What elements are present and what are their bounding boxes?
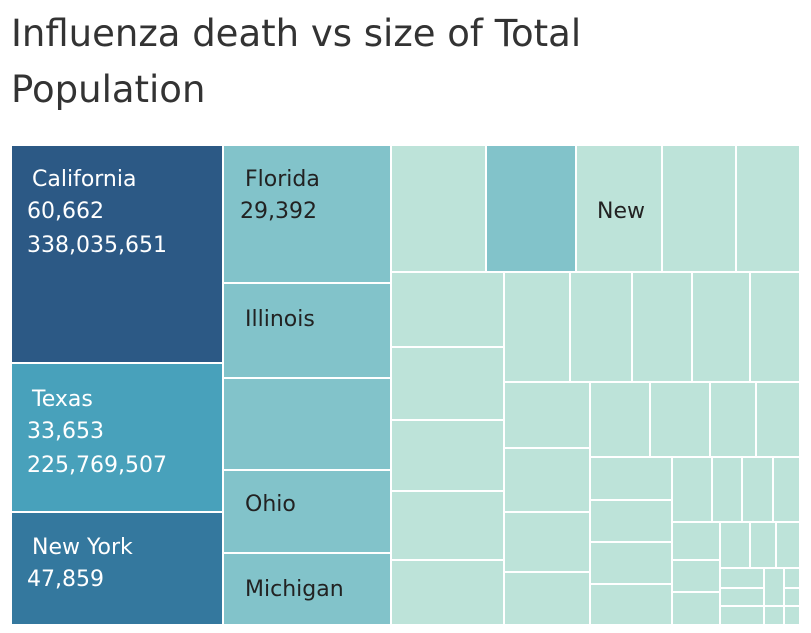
treemap-tile[interactable] bbox=[485, 144, 577, 273]
treemap-tile-michigan[interactable] bbox=[222, 552, 392, 626]
tile-label-state: Michigan bbox=[245, 577, 344, 602]
treemap-tile[interactable] bbox=[589, 499, 673, 543]
treemap-tile[interactable] bbox=[390, 559, 505, 626]
treemap-tile[interactable] bbox=[503, 571, 591, 626]
treemap-tile[interactable] bbox=[631, 271, 693, 383]
tile-label-state: Ohio bbox=[245, 492, 296, 517]
tile-label-state: California bbox=[32, 167, 136, 192]
treemap-tile[interactable] bbox=[671, 559, 721, 593]
chart-title: Influenza death vs size of Total Populat… bbox=[11, 12, 582, 111]
treemap-tile[interactable] bbox=[783, 605, 801, 626]
tile-label-deaths: 60,662 bbox=[27, 199, 104, 224]
treemap-tile[interactable] bbox=[783, 567, 801, 589]
tile-label-state: Florida bbox=[245, 167, 320, 192]
treemap-tile[interactable] bbox=[390, 144, 487, 273]
tile-label-deaths: 47,859 bbox=[27, 567, 104, 592]
treemap-tile[interactable] bbox=[661, 144, 737, 273]
treemap-tile[interactable] bbox=[390, 346, 505, 421]
treemap-tile[interactable] bbox=[390, 490, 505, 561]
treemap-tile[interactable] bbox=[711, 456, 743, 523]
treemap-tile-ohio[interactable] bbox=[222, 469, 392, 554]
treemap-tile[interactable] bbox=[503, 381, 591, 449]
treemap-tile[interactable] bbox=[671, 456, 713, 523]
tile-label-state: Illinois bbox=[245, 307, 315, 332]
tile-label-deaths: 29,392 bbox=[240, 199, 317, 224]
treemap-tile[interactable] bbox=[749, 521, 777, 569]
tile-label-deaths: 33,653 bbox=[27, 419, 104, 444]
treemap-tile[interactable] bbox=[569, 271, 633, 383]
treemap-tile[interactable] bbox=[741, 456, 774, 523]
treemap-tile[interactable] bbox=[390, 271, 505, 348]
treemap-tile[interactable] bbox=[783, 587, 801, 607]
treemap-tile[interactable] bbox=[589, 541, 673, 585]
treemap-tile[interactable] bbox=[775, 521, 801, 569]
treemap-tile[interactable] bbox=[735, 144, 801, 273]
treemap-tile[interactable] bbox=[390, 419, 505, 492]
treemap-tile[interactable] bbox=[671, 521, 721, 561]
treemap-tile[interactable] bbox=[589, 583, 673, 626]
treemap-tile[interactable] bbox=[691, 271, 751, 383]
treemap-tile[interactable] bbox=[503, 511, 591, 573]
tile-label-state: Texas bbox=[31, 387, 93, 412]
tile-label-population: 225,769,507 bbox=[27, 453, 167, 478]
treemap-tile[interactable] bbox=[589, 456, 673, 501]
treemap-tile[interactable] bbox=[763, 567, 785, 607]
treemap-tile-illinois[interactable] bbox=[222, 282, 392, 379]
treemap-tile[interactable] bbox=[719, 567, 765, 589]
treemap-tile[interactable] bbox=[755, 381, 801, 458]
treemap-tile[interactable] bbox=[709, 381, 757, 458]
treemap-tile[interactable] bbox=[719, 587, 765, 607]
treemap-tile[interactable] bbox=[772, 456, 801, 523]
treemap-tile[interactable] bbox=[719, 605, 765, 626]
tile-label-state: New York bbox=[32, 535, 133, 560]
tile-label-state: New bbox=[597, 199, 645, 224]
treemap-tile[interactable] bbox=[763, 605, 785, 626]
treemap-tile[interactable] bbox=[719, 521, 751, 569]
tile-label-population: 338,035,651 bbox=[27, 233, 167, 258]
treemap-tile-new[interactable] bbox=[575, 144, 663, 273]
treemap-tile[interactable] bbox=[503, 447, 591, 513]
treemap-tile-florida[interactable] bbox=[222, 144, 392, 284]
treemap-tile[interactable] bbox=[222, 377, 392, 471]
treemap-tile[interactable] bbox=[649, 381, 711, 458]
treemap-tile[interactable] bbox=[503, 271, 571, 383]
treemap-tile[interactable] bbox=[589, 381, 651, 458]
treemap-tile[interactable] bbox=[749, 271, 801, 383]
treemap-tile[interactable] bbox=[671, 591, 721, 626]
